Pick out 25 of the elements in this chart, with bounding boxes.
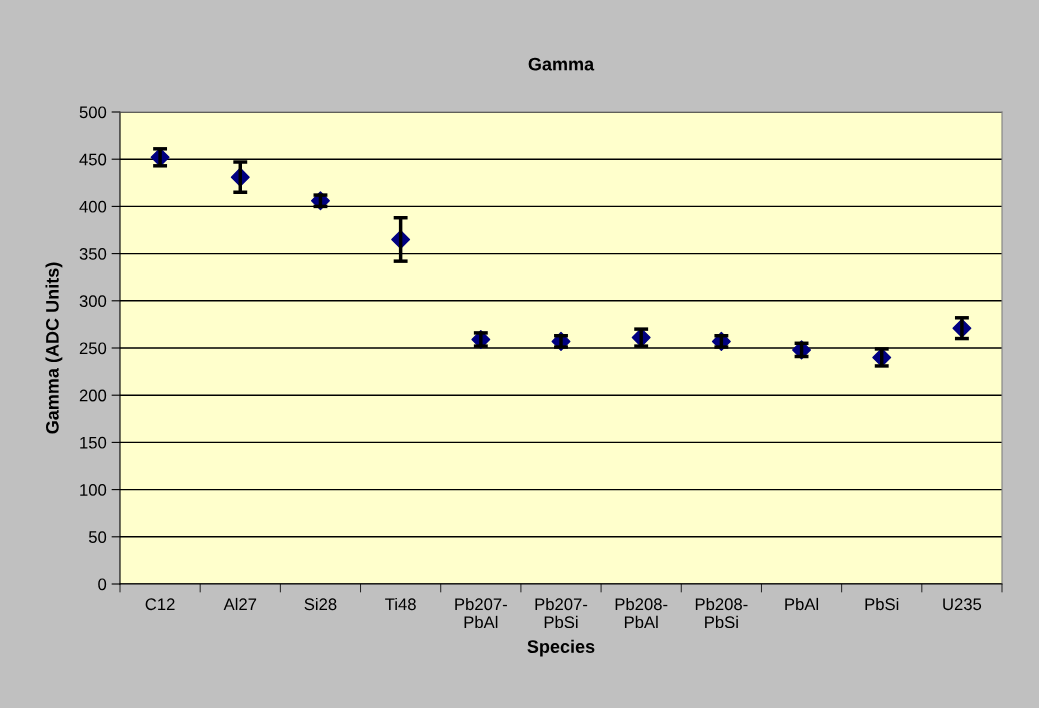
- chart-title: Gamma: [528, 57, 595, 71]
- y-tick-label: 50: [88, 531, 107, 543]
- x-tick-label: Si28: [304, 597, 337, 611]
- x-tick-label: Pb207- PbSi: [535, 597, 588, 629]
- x-tick-label: Pb208- PbSi: [695, 597, 748, 629]
- x-tick-label: Pb208- PbAl: [615, 597, 668, 629]
- x-tick-label: PbSi: [865, 597, 899, 611]
- x-tick-label: PbAl: [785, 597, 819, 611]
- x-tick-label: Al27: [223, 597, 257, 610]
- x-tick-label: Ti48: [385, 597, 416, 611]
- y-axis-title: Gamma (ADC Units): [45, 262, 63, 434]
- x-axis-title: Species: [527, 639, 595, 657]
- x-tick-label: Pb207- PbAl: [455, 597, 507, 629]
- y-tick-label: 500: [79, 106, 107, 119]
- x-tick-label: U235: [943, 598, 982, 611]
- y-tick-label: 400: [79, 200, 107, 213]
- y-tick-label: 450: [79, 153, 107, 166]
- y-tick-label: 250: [79, 342, 107, 355]
- y-tick-label: 150: [80, 436, 107, 449]
- y-tick-label: 100: [80, 484, 107, 496]
- y-tick-label: 300: [79, 295, 107, 307]
- x-tick-label: C12: [145, 598, 175, 611]
- y-tick-label: 0: [98, 578, 107, 591]
- y-tick-label: 200: [79, 389, 107, 402]
- y-tick-label: 350: [79, 248, 107, 260]
